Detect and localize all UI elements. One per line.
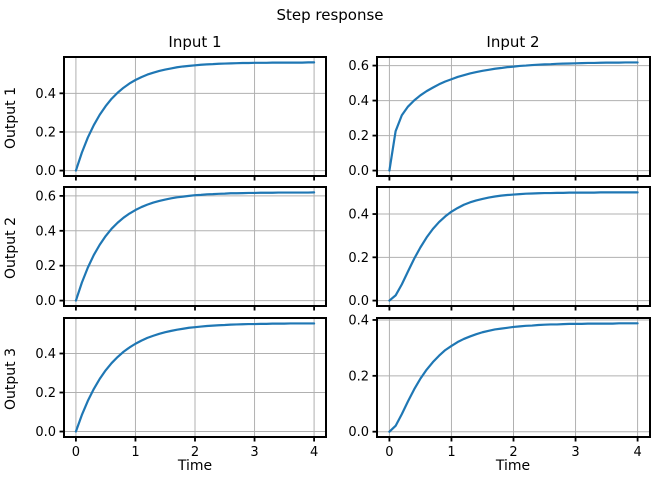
svg-text:3: 3 [250,445,258,460]
svg-text:4: 4 [310,445,318,460]
svg-text:0.2: 0.2 [348,129,369,144]
subplot-output3-input2: 0 1 2 3 4 0.0 0.2 0.4 [348,313,651,460]
svg-text:3: 3 [571,445,579,460]
svg-text:0: 0 [385,445,393,460]
svg-text:0.0: 0.0 [35,164,56,179]
svg-text:0.0: 0.0 [35,294,56,309]
row-label-output-3: Output 3 [3,348,19,410]
column-title-input-1: Input 1 [168,33,222,51]
svg-text:0.2: 0.2 [35,259,56,274]
subplot-output2-input1: 0.0 0.2 0.4 0.6 [35,186,327,311]
x-axis-label-left: Time [177,458,213,474]
svg-text:0.0: 0.0 [348,294,369,309]
svg-text:0.2: 0.2 [348,369,369,384]
svg-text:4: 4 [633,445,641,460]
svg-text:2: 2 [191,445,199,460]
svg-text:2: 2 [509,445,517,460]
subplot-output1-input1: 0.0 0.2 0.4 [35,56,327,181]
svg-text:1: 1 [447,445,455,460]
x-axis-label-right: Time [495,458,531,474]
svg-text:1: 1 [131,445,139,460]
row-label-output-2: Output 2 [3,217,19,279]
svg-text:0.6: 0.6 [35,189,56,204]
svg-text:0.4: 0.4 [348,313,369,328]
svg-text:0.2: 0.2 [348,251,369,266]
subplot-output1-input2: 0.0 0.2 0.4 0.6 [348,56,651,181]
svg-text:0.4: 0.4 [35,347,56,362]
svg-text:0.4: 0.4 [35,87,56,102]
svg-text:0.0: 0.0 [35,425,56,440]
row-label-output-1: Output 1 [3,87,19,149]
svg-text:0.0: 0.0 [348,164,369,179]
svg-text:0.0: 0.0 [348,425,369,440]
svg-text:0.4: 0.4 [348,208,369,223]
svg-text:0.2: 0.2 [35,125,56,140]
subplot-output2-input2: 0.0 0.2 0.4 [348,186,651,311]
svg-text:0.2: 0.2 [35,386,56,401]
figure-title: Step response [276,6,384,24]
svg-text:0.6: 0.6 [348,59,369,74]
svg-text:0.4: 0.4 [35,224,56,239]
column-title-input-2: Input 2 [486,33,540,51]
svg-text:0.4: 0.4 [348,94,369,109]
svg-text:0: 0 [72,445,80,460]
subplot-output3-input1: 0 1 2 3 4 0.0 0.2 0.4 [35,317,327,460]
